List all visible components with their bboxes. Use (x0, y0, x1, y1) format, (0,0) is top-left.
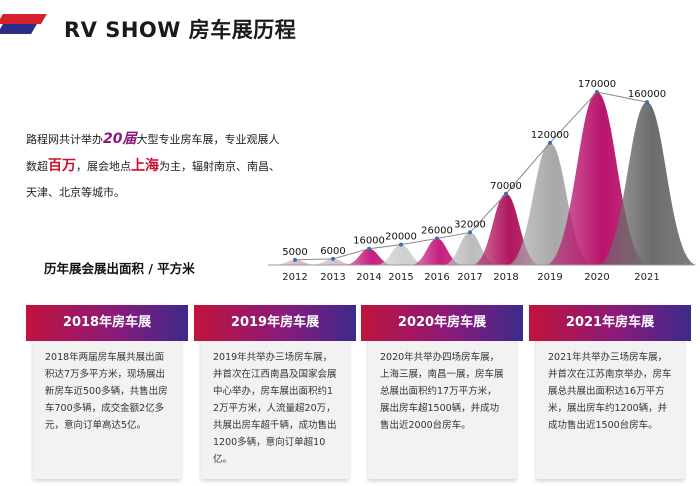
point-2012 (293, 257, 297, 262)
card-2018: 2018年房车展 2018年两届房车展共展出面积达7万多平方米，现场展出新房车近… (26, 305, 188, 479)
intro-highlight-count: 20届 (103, 131, 137, 147)
point-2019 (548, 140, 552, 145)
card-2020: 2020年房车展 2020年共举办四场房车展，上海三展，南昌一展，房车展总展出面… (361, 305, 523, 479)
area-chart: 5000 2012 6000 2013 16000 2014 20000 2015 26000 2… (268, 79, 698, 283)
chart-label: 历年展会展出面积 / 平方米 (44, 261, 195, 276)
card-title: 2019年房车展 (194, 305, 356, 341)
card-title: 2018年房车展 (26, 305, 188, 341)
point-2021 (645, 100, 649, 105)
value-label-2017: 32000 (454, 219, 486, 230)
value-label-2016: 26000 (421, 226, 453, 237)
peak-2016 (410, 238, 464, 265)
tick-label-2013: 2013 (320, 272, 345, 283)
card-2019: 2019年房车展 2019年共举办三场房车展，并首次在江西南昌及国家会展中心举办… (194, 305, 356, 479)
point-2013 (331, 256, 335, 261)
point-2020 (595, 90, 599, 94)
intro-highlight-visitors: 百万 (48, 158, 76, 174)
intro-text-a: 路程网共计举办 (26, 133, 103, 146)
point-2017 (468, 230, 472, 235)
tick-label-2014: 2014 (356, 272, 381, 283)
value-label-2019: 120000 (531, 130, 569, 141)
tick-label-2017: 2017 (457, 272, 482, 283)
tick-label-2015: 2015 (388, 272, 413, 283)
card-title: 2020年房车展 (361, 305, 523, 341)
page-title: RV SHOW 房车展历程 (64, 18, 297, 42)
peak-2013 (309, 258, 357, 265)
value-label-2014: 16000 (353, 236, 385, 247)
value-label-2012: 5000 (282, 247, 307, 258)
point-2016 (435, 236, 439, 241)
intro-text-c: ，展会地点 (76, 160, 131, 173)
value-label-2015: 20000 (385, 232, 417, 243)
intro-text: 路程网共计举办20届大型专业房车展，专业观展人数超百万，展会地点上海为主，辐射南… (26, 126, 286, 206)
tick-label-2018: 2018 (493, 272, 518, 283)
card-body: 2021年共举办三场房车展，并首次在江苏南京举办，房车展总共展出面积达16万平方… (548, 352, 672, 431)
card-body: 2018年两届房车展共展出面积达7万多平方米，现场展出新房车近500多辆，共售出… (45, 352, 168, 431)
intro-text-b: 大型专业房车展，专业观展人数超 (26, 133, 280, 173)
card-2021: 2021年房车展 2021年共举办三场房车展，并首次在江苏南京举办，房车展总共展… (529, 305, 691, 479)
intro-text-d: 为主，辐射南京、南昌、天津、北京等城市。 (26, 160, 280, 199)
point-2015 (399, 242, 403, 247)
card-body: 2019年共举办三场房车展，并首次在江西南昌及国家会展中心举办，房车展出面积约1… (213, 352, 337, 465)
trend-line (294, 91, 648, 261)
tick-label-2016: 2016 (424, 272, 449, 283)
peak-2014 (344, 248, 394, 265)
tick-label-2020: 2020 (584, 272, 609, 283)
tick-label-2021: 2021 (634, 272, 659, 283)
peak-2012 (272, 259, 318, 265)
intro-highlight-location: 上海 (131, 158, 159, 174)
card-title: 2021年房车展 (529, 305, 691, 341)
card-body: 2020年共举办四场房车展，上海三展，南昌一展，房车展总展出面积约17万平方米，… (380, 352, 504, 431)
value-label-2020: 170000 (578, 79, 616, 90)
peak-2015 (375, 244, 427, 265)
point-2018 (504, 191, 508, 196)
value-label-2021: 160000 (628, 89, 666, 100)
cards-row: 2018年房车展 2018年两届房车展共展出面积达7万多平方米，现场展出新房车近… (0, 305, 700, 486)
tick-label-2019: 2019 (537, 272, 562, 283)
value-label-2013: 6000 (320, 246, 345, 257)
value-label-2018: 70000 (490, 181, 522, 192)
point-2014 (367, 246, 371, 251)
tick-label-2012: 2012 (282, 272, 307, 283)
peak-2021 (596, 102, 698, 265)
